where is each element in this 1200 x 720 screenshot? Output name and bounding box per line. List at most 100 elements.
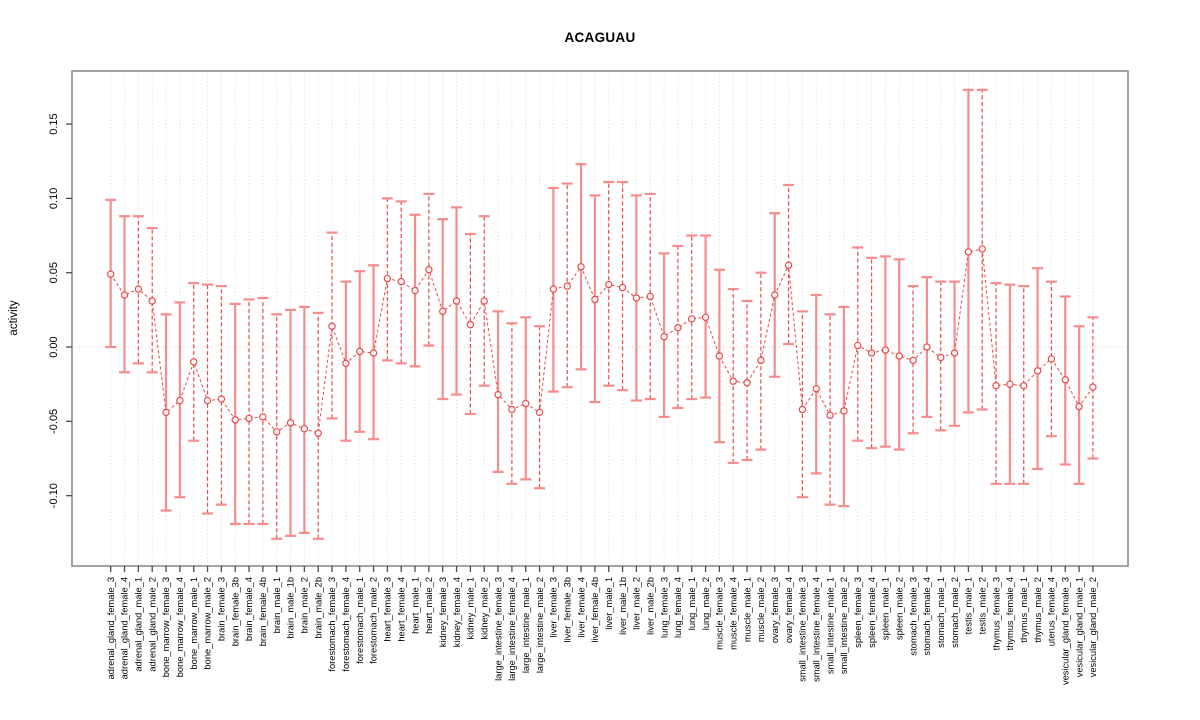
mean-marker	[1047, 355, 1056, 363]
mean-marker	[425, 266, 433, 274]
y-tick-label: -0.10	[48, 483, 60, 508]
x-tick-label: spleen_female_3	[853, 577, 863, 648]
mean-marker	[729, 377, 737, 385]
chart-title: ACAGUAU	[564, 30, 636, 45]
mean-marker	[812, 384, 820, 393]
x-tick-label: forestomach_female_3	[327, 577, 337, 672]
x-tick-label: liver_female_3b	[562, 577, 572, 643]
x-tick-label: small_intestine_male_2	[839, 577, 849, 674]
x-tick-label: liver_female_4b	[590, 577, 600, 643]
x-tick-label: liver_male_2b	[645, 577, 655, 635]
mean-marker	[1006, 380, 1014, 388]
mean-marker	[148, 297, 156, 305]
mean-marker	[923, 343, 931, 351]
x-tick-label: heart_male_1	[410, 577, 420, 634]
mean-marker	[674, 324, 682, 332]
mean-marker	[452, 297, 461, 305]
x-tick-label: muscle_female_3	[715, 577, 725, 650]
y-tick-label: 0.05	[48, 262, 60, 283]
mean-marker	[120, 291, 129, 299]
mean-marker	[978, 245, 986, 253]
x-tick-label: lung_male_1	[687, 577, 697, 630]
x-tick-label: brain_male_2b	[313, 577, 323, 639]
x-tick-label: brain_female_4	[244, 577, 254, 641]
x-tick-label: adrenal_gland_female_4	[120, 577, 130, 679]
mean-marker	[342, 359, 350, 368]
x-tick-label: brain_female_3b	[230, 577, 240, 646]
x-tick-label: vesicular_gland_female_3	[1060, 577, 1070, 685]
mean-marker	[273, 428, 281, 436]
mean-marker	[217, 395, 226, 403]
x-tick-label: stomach_female_4	[922, 577, 932, 656]
mean-marker	[480, 297, 488, 305]
mean-marker	[369, 349, 378, 357]
y-tick-label: 0.10	[48, 188, 60, 209]
x-tick-label: vesicular_gland_male_1	[1074, 577, 1084, 677]
mean-marker	[439, 307, 447, 316]
mean-marker	[895, 352, 903, 360]
x-tick-label: stomach_female_3	[908, 577, 918, 656]
x-tick-label: small_intestine_female_3	[798, 577, 808, 682]
mean-marker	[646, 292, 654, 301]
mean-marker	[522, 399, 530, 408]
mean-marker	[411, 286, 419, 295]
x-tick-label: adrenal_gland_male_1	[134, 577, 144, 672]
x-tick-label: lung_female_3	[659, 577, 669, 638]
mean-marker	[176, 396, 184, 405]
mean-marker	[881, 346, 890, 354]
mean-marker	[245, 414, 253, 423]
x-tick-label: bone_marrow_male_2	[203, 577, 213, 670]
mean-marker	[300, 425, 309, 433]
x-tick-label: kidney_male_1	[466, 577, 476, 640]
x-tick-label: muscle_male_2	[756, 577, 766, 642]
x-tick-label: bone_marrow_female_4	[175, 577, 185, 677]
x-tick-label: muscle_female_4	[728, 577, 738, 650]
x-tick-label: muscle_male_1	[742, 577, 752, 642]
x-tick-label: stomach_male_2	[950, 577, 960, 648]
x-tick-label: large_intestine_male_1	[521, 577, 531, 673]
x-tick-label: forestomach_female_4	[341, 577, 351, 672]
mean-marker	[106, 270, 115, 278]
x-tick-label: large_intestine_female_4	[507, 577, 517, 681]
x-tick-label: liver_male_2	[632, 577, 642, 630]
mean-marker	[203, 396, 212, 405]
x-tick-label: adrenal_gland_male_2	[147, 577, 157, 672]
mean-marker	[577, 263, 585, 271]
mean-marker	[356, 347, 364, 356]
x-tick-label: forestomach_male_1	[355, 577, 365, 664]
mean-marker	[660, 332, 668, 341]
plot-frame	[71, 70, 1129, 567]
x-tick-label: heart_female_3	[383, 577, 393, 642]
mean-marker	[591, 295, 599, 304]
y-tick-label: 0.15	[48, 113, 60, 134]
x-tick-label: large_intestine_male_2	[535, 577, 545, 673]
mean-marker	[190, 358, 198, 366]
mean-marker	[743, 379, 751, 387]
x-tick-label: small_intestine_female_4	[811, 577, 821, 682]
x-tick-label: testis_male_1	[964, 577, 974, 634]
x-tick-label: forestomach_male_2	[369, 577, 379, 664]
mean-marker	[535, 408, 544, 417]
x-tick-label: liver_female_3	[549, 577, 559, 637]
mean-marker	[314, 429, 322, 437]
x-tick-label: adrenal_gland_female_3	[106, 577, 116, 679]
x-tick-label: spleen_female_4	[867, 577, 877, 648]
x-tick-label: liver_male_1	[604, 577, 614, 630]
mean-marker	[563, 282, 571, 290]
x-tick-label: lung_female_4	[673, 577, 683, 638]
mean-marker	[867, 349, 876, 357]
x-tick-label: vesicular_gland_male_2	[1088, 577, 1098, 677]
mean-marker	[494, 390, 502, 399]
x-tick-label: kidney_male_2	[479, 577, 489, 640]
mean-connector-line	[110, 248, 1094, 434]
mean-marker	[840, 407, 848, 415]
mean-marker	[259, 413, 267, 421]
mean-marker	[784, 261, 793, 269]
x-tick-label: spleen_male_1	[881, 577, 891, 640]
x-tick-label: brain_male_2	[300, 577, 310, 633]
x-tick-label: lung_male_2	[701, 577, 711, 630]
mean-marker	[466, 321, 475, 329]
mean-marker	[771, 291, 779, 299]
mean-marker	[798, 405, 807, 414]
